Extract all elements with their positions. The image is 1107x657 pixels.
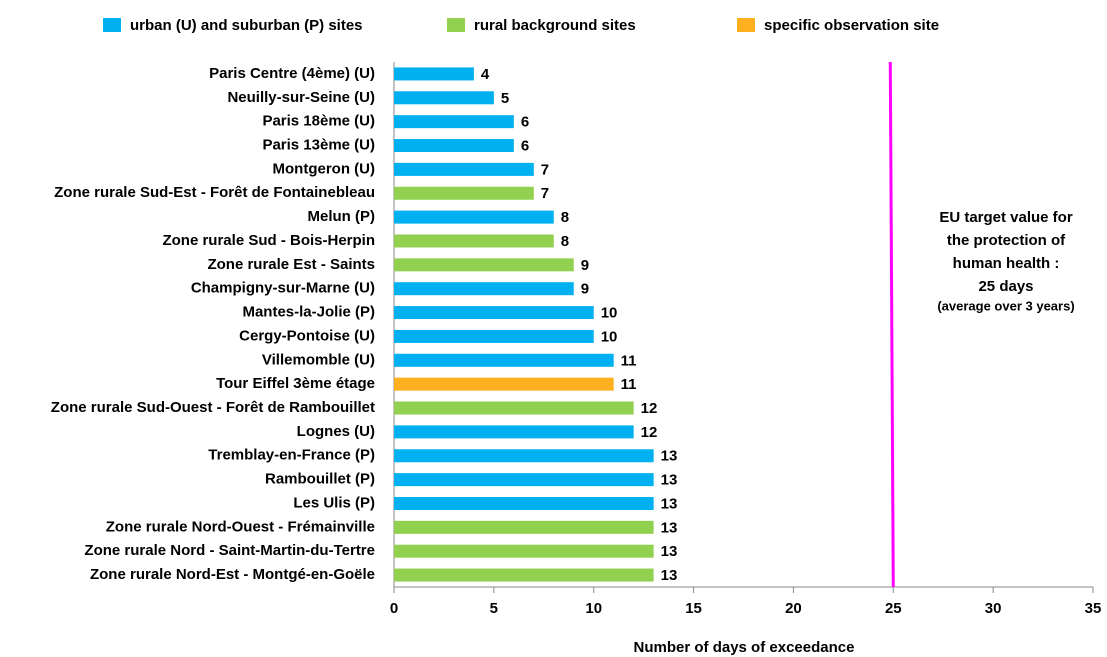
x-tick-label: 10 [585,600,602,617]
bar [394,258,574,272]
y-tick-label: Zone rurale Sud-Ouest - Forêt de Ramboui… [51,399,375,416]
bar [394,353,614,367]
x-tick-label: 5 [490,600,498,617]
y-tick-label: Tremblay-en-France (P) [208,447,375,464]
bar [394,449,654,463]
bar [394,139,514,153]
bar [394,544,654,558]
bar [394,186,534,200]
y-tick-label: Melun (P) [308,208,376,225]
data-label: 4 [481,66,490,83]
y-tick-label: Neuilly-sur-Seine (U) [227,89,375,106]
x-tick-label: 0 [390,600,398,617]
y-tick-label: Zone rurale Nord - Saint-Martin-du-Tertr… [84,542,375,559]
data-label: 11 [621,376,637,393]
bar [394,425,634,439]
reference-label: (average over 3 years) [937,298,1074,313]
x-tick-label: 20 [785,600,802,617]
bar [394,91,494,105]
data-label: 13 [661,567,678,584]
data-label: 7 [541,161,549,178]
data-label: 12 [641,400,658,417]
data-label: 6 [521,137,529,154]
bar [394,162,534,176]
data-label: 9 [581,281,589,298]
y-tick-label: Zone rurale Sud-Est - Forêt de Fontaineb… [54,184,375,201]
reference-label: the protection of [947,232,1066,249]
bar [394,115,514,129]
data-label: 9 [581,257,589,274]
x-axis-label: Number of days of exceedance [634,639,855,656]
data-label: 8 [561,233,569,250]
bar [394,282,574,296]
y-tick-label: Les Ulis (P) [293,494,375,511]
data-label: 7 [541,185,549,202]
legend-swatch [737,18,755,32]
x-tick-label: 35 [1085,600,1102,617]
legend-label: urban (U) and suburban (P) sites [130,17,363,34]
bar [394,520,654,534]
bar [394,568,654,582]
data-label: 11 [621,352,637,369]
data-label: 5 [501,90,509,107]
y-tick-label: Zone rurale Nord-Est - Montgé-en-Goële [90,566,375,583]
y-tick-label: Zone rurale Nord-Ouest - Frémainville [106,518,375,535]
data-label: 8 [561,209,569,226]
x-tick-label: 25 [885,600,902,617]
y-tick-label: Zone rurale Sud - Bois-Herpin [162,232,375,249]
bar [394,234,554,248]
bar [394,377,614,391]
bar [394,496,654,510]
bar [394,210,554,224]
bar [394,401,634,415]
data-label: 12 [641,424,658,441]
data-label: 10 [601,305,618,322]
x-tick-label: 15 [685,600,702,617]
reference-label: human health : [953,255,1060,272]
bar [394,473,654,487]
y-tick-label: Villemomble (U) [262,351,375,368]
data-label: 13 [661,472,678,489]
data-label: 13 [661,495,678,512]
reference-label: 25 days [978,278,1033,295]
legend-swatch [103,18,121,32]
y-tick-label: Cergy-Pontoise (U) [239,327,375,344]
y-tick-label: Paris Centre (4ème) (U) [209,65,375,82]
y-tick-label: Montgeron (U) [273,160,375,177]
x-tick-label: 30 [985,600,1002,617]
y-tick-label: Tour Eiffel 3ème étage [216,375,375,392]
bar [394,329,594,343]
bar [394,67,474,81]
legend-label: specific observation site [764,17,939,34]
data-label: 13 [661,519,678,536]
bar [394,306,594,320]
legend-swatch [447,18,465,32]
data-label: 13 [661,543,678,560]
y-tick-label: Rambouillet (P) [265,471,375,488]
legend-label: rural background sites [474,17,636,34]
y-tick-label: Mantes-la-Jolie (P) [242,304,375,321]
y-tick-label: Champigny-sur-Marne (U) [191,280,375,297]
data-label: 13 [661,448,678,465]
y-tick-label: Paris 18ème (U) [262,113,375,130]
data-label: 6 [521,114,529,131]
y-tick-label: Lognes (U) [297,423,375,440]
y-tick-label: Zone rurale Est - Saints [207,256,375,273]
y-tick-label: Paris 13ème (U) [262,136,375,153]
reference-label: EU target value for [939,209,1073,226]
reference-line [888,61,895,588]
data-label: 10 [601,328,618,345]
